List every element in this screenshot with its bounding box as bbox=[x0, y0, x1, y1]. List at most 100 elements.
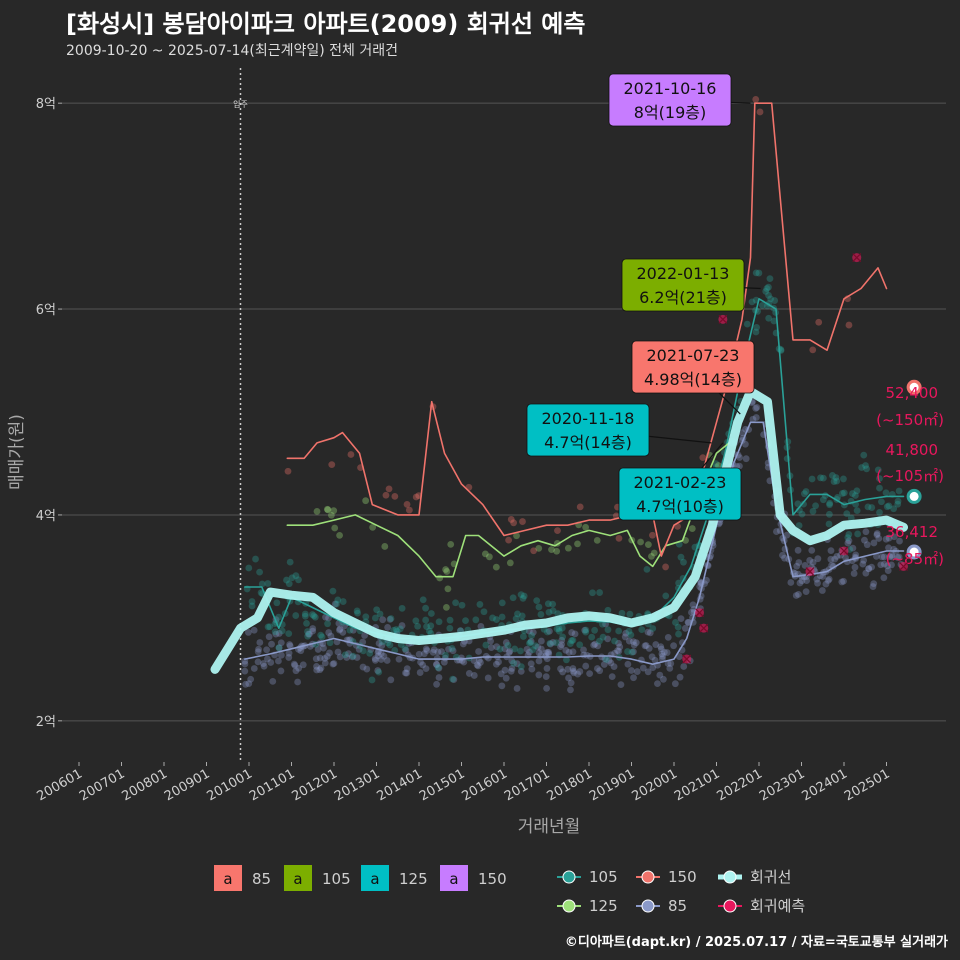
scatter-point-85 bbox=[484, 674, 492, 682]
scatter-point-105 bbox=[304, 628, 311, 635]
scatter-point-85 bbox=[325, 629, 333, 636]
scatter-point-85 bbox=[329, 660, 337, 668]
scatter-point-105 bbox=[498, 613, 506, 621]
scatter-point-85 bbox=[250, 665, 258, 672]
scatter-point-150 bbox=[510, 519, 518, 527]
legend-box-swatch bbox=[284, 865, 312, 891]
scatter-point-125 bbox=[582, 523, 590, 531]
scatter-point-85 bbox=[269, 677, 277, 685]
legend-box-glyph: a bbox=[449, 870, 458, 888]
scatter-point-85 bbox=[840, 577, 847, 585]
scatter-point-105 bbox=[264, 623, 272, 631]
scatter-point-85 bbox=[852, 551, 860, 559]
scatter-point-85 bbox=[505, 649, 513, 656]
scatter-point-85 bbox=[336, 625, 344, 633]
scatter-point-85 bbox=[888, 551, 896, 559]
scatter-point-105 bbox=[520, 633, 527, 640]
scatter-point-105 bbox=[604, 626, 612, 634]
scatter-point-105 bbox=[833, 477, 841, 485]
scatter-point-105 bbox=[304, 632, 312, 640]
scatter-point-105 bbox=[354, 609, 361, 617]
scatter-point-105 bbox=[829, 472, 836, 479]
scatter-point-105 bbox=[496, 645, 504, 653]
scatter-point-85 bbox=[873, 530, 881, 537]
scatter-point-105 bbox=[510, 659, 518, 667]
scatter-point-85 bbox=[793, 562, 801, 570]
scatter-point-105 bbox=[627, 631, 635, 639]
scatter-point-150 bbox=[815, 318, 823, 326]
scatter-point-105 bbox=[480, 608, 488, 616]
scatter-point-105 bbox=[862, 462, 869, 469]
scatter-point-150 bbox=[284, 467, 292, 475]
annotation-box bbox=[631, 340, 755, 394]
scatter-point-85 bbox=[859, 560, 867, 568]
prediction-marker bbox=[906, 379, 922, 395]
scatter-point-85 bbox=[465, 670, 473, 677]
scatter-point-105 bbox=[674, 623, 682, 631]
scatter-point-85 bbox=[543, 665, 551, 672]
scatter-point-85 bbox=[433, 680, 440, 688]
scatter-point-85 bbox=[353, 654, 361, 661]
scatter-point-85 bbox=[813, 575, 821, 583]
scatter-point-85 bbox=[594, 642, 602, 650]
scatter-point-105 bbox=[825, 510, 833, 518]
scatter-point-85 bbox=[677, 615, 685, 623]
scatter-point-125 bbox=[330, 507, 338, 515]
scatter-point-85 bbox=[889, 553, 896, 561]
scatter-point-85 bbox=[254, 648, 262, 656]
scatter-point-85 bbox=[851, 563, 859, 571]
chart-title: [화성시] 봉담아이파크 아파트(2009) 회귀선 예측 bbox=[66, 10, 586, 38]
scatter-point-85 bbox=[508, 665, 516, 672]
scatter-point-85 bbox=[888, 561, 895, 569]
scatter-point-85 bbox=[245, 680, 253, 688]
scatter-point-105 bbox=[826, 499, 834, 507]
legend-box-label: 150 bbox=[478, 870, 507, 888]
scatter-point-85 bbox=[567, 686, 574, 694]
scatter-point-105 bbox=[672, 619, 679, 626]
scatter-point-85 bbox=[803, 577, 811, 584]
scatter-point-85 bbox=[660, 648, 668, 656]
x-tick-label: 201601 bbox=[460, 766, 510, 804]
scatter-point-85 bbox=[321, 659, 329, 667]
scatter-point-85 bbox=[738, 429, 746, 437]
scatter-point-85 bbox=[648, 653, 656, 661]
scatter-point-85 bbox=[666, 664, 674, 672]
scatter-point-85 bbox=[438, 648, 445, 656]
scatter-point-85 bbox=[885, 534, 893, 542]
scatter-point-105 bbox=[643, 565, 651, 573]
scatter-point-105 bbox=[317, 631, 325, 639]
series-line-105 bbox=[244, 298, 905, 640]
scatter-point-105 bbox=[346, 626, 354, 634]
series-line-85 bbox=[244, 421, 905, 665]
x-tick-label: 202501 bbox=[842, 766, 892, 804]
x-tick-label: 201001 bbox=[205, 766, 255, 804]
prediction-value: 41,800 bbox=[886, 441, 939, 459]
scatter-point-85 bbox=[473, 661, 481, 669]
scatter-point-105 bbox=[517, 591, 525, 599]
scatter-point-85 bbox=[629, 638, 637, 646]
scatter-point-85 bbox=[885, 544, 892, 552]
legend-box-label: 105 bbox=[322, 870, 351, 888]
x-tick-label: 202001 bbox=[630, 766, 680, 804]
scatter-point-85 bbox=[434, 648, 442, 656]
scatter-point-85 bbox=[676, 673, 684, 681]
scatter-point-105 bbox=[295, 576, 302, 584]
scatter-point-85 bbox=[277, 667, 285, 675]
scatter-point-85 bbox=[377, 650, 385, 657]
scatter-point-85 bbox=[645, 645, 653, 652]
scatter-point-125 bbox=[553, 547, 561, 555]
scatter-point-85 bbox=[649, 664, 657, 672]
scatter-point-85 bbox=[873, 531, 881, 539]
scatter-point-105 bbox=[318, 633, 326, 641]
scatter-point-105 bbox=[662, 592, 670, 600]
scatter-point-85 bbox=[657, 643, 665, 651]
scatter-point-85 bbox=[601, 655, 609, 662]
legend-line-label: 105 bbox=[589, 868, 618, 886]
scatter-point-150 bbox=[809, 346, 817, 354]
annotation-label: 6.2억(21층) bbox=[639, 288, 727, 307]
annotation-label: 4.7억(14층) bbox=[544, 433, 632, 452]
prediction-x-cross bbox=[682, 654, 692, 664]
x-tick-label: 202301 bbox=[757, 766, 807, 804]
scatter-point-85 bbox=[688, 609, 695, 616]
scatter-point-105 bbox=[767, 295, 775, 303]
